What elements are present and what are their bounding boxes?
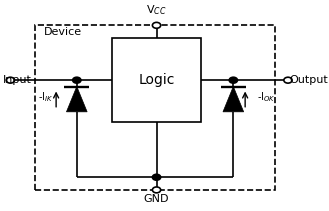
Circle shape [6,77,14,83]
Text: Input: Input [3,75,32,85]
Circle shape [152,174,161,180]
Text: Device: Device [44,27,83,37]
Circle shape [229,77,238,83]
Text: -I$_{IK}$: -I$_{IK}$ [38,90,53,104]
Text: Output: Output [290,75,328,85]
Circle shape [152,22,161,28]
Text: -I$_{OK}$: -I$_{OK}$ [257,90,276,104]
Text: GND: GND [144,194,169,204]
Polygon shape [223,87,244,112]
Text: V$_{CC}$: V$_{CC}$ [146,4,167,18]
Bar [36,25,275,190]
Polygon shape [66,87,87,112]
Circle shape [284,77,292,83]
Circle shape [152,187,161,193]
Bar [112,38,201,122]
Text: Logic: Logic [139,73,175,87]
Circle shape [73,77,81,83]
